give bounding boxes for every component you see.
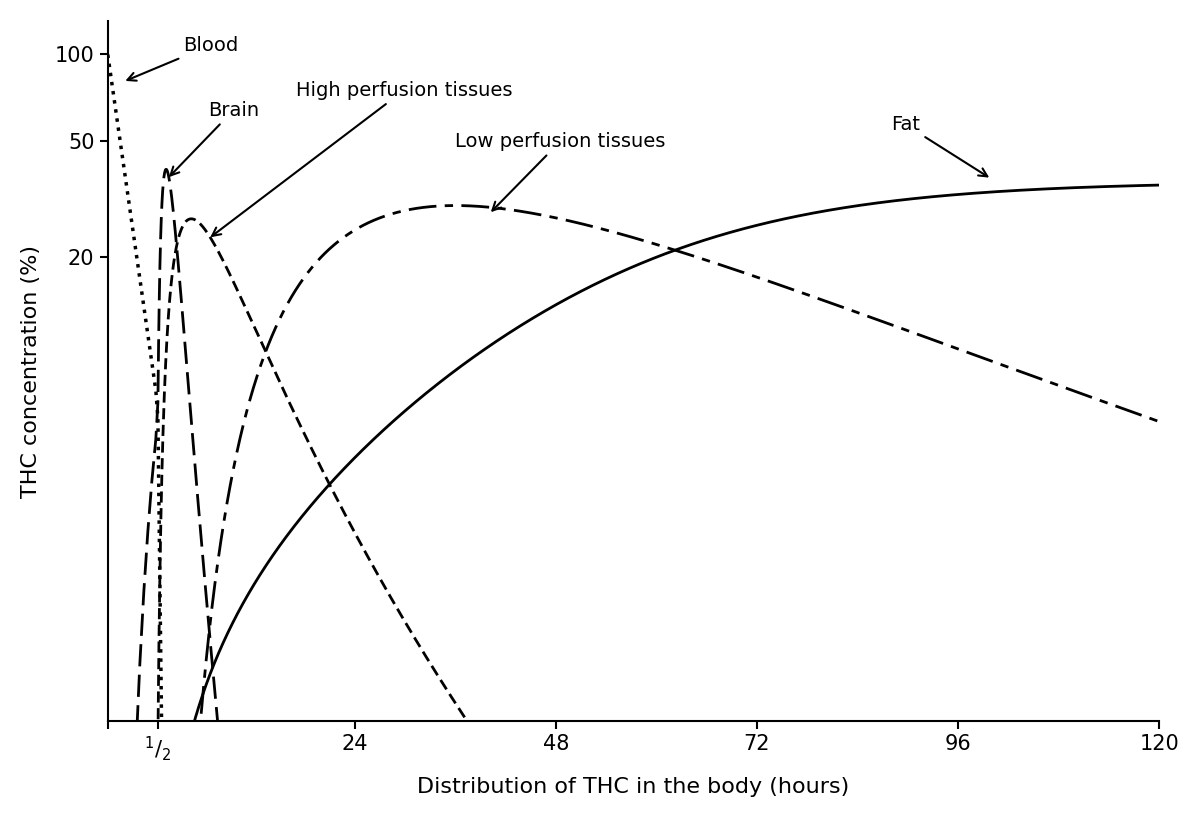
Y-axis label: THC concentration (%): THC concentration (%): [20, 245, 41, 497]
Text: Brain: Brain: [170, 101, 259, 175]
Text: Low perfusion tissues: Low perfusion tissues: [455, 132, 666, 210]
Text: High perfusion tissues: High perfusion tissues: [212, 81, 512, 236]
Text: Fat: Fat: [892, 115, 988, 177]
Text: Blood: Blood: [127, 36, 238, 81]
X-axis label: Distribution of THC in the body (hours): Distribution of THC in the body (hours): [418, 777, 850, 798]
